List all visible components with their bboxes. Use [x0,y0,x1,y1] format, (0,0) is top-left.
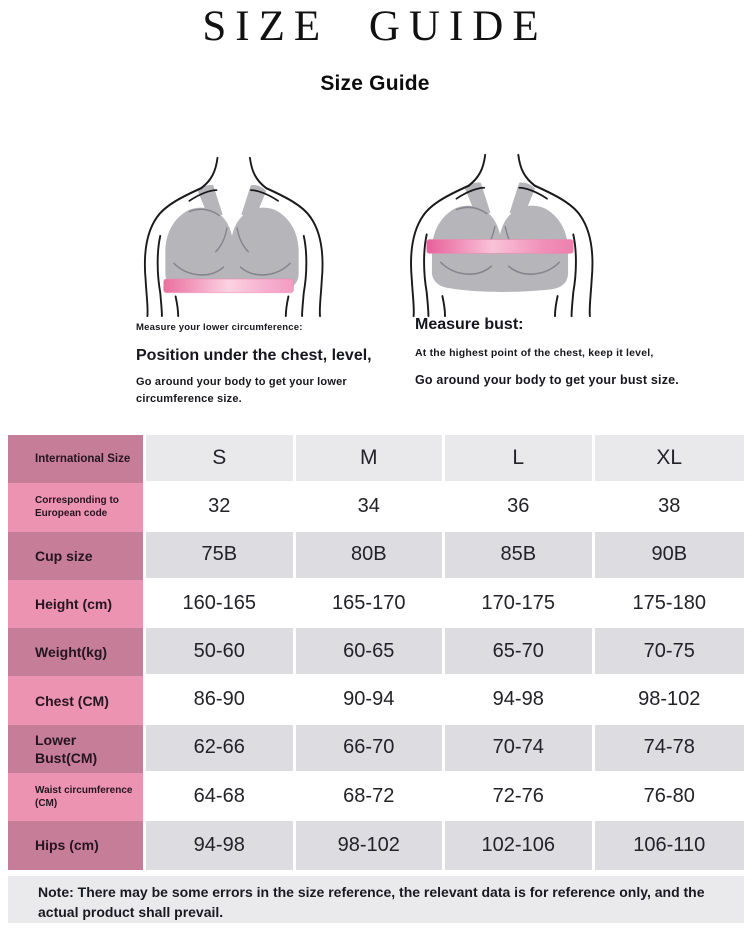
size-table-cell: 68-72 [295,773,445,822]
lower-circumference-detail: Go around your body to get your lower ci… [136,376,347,405]
size-table-cell: 70-75 [594,628,744,677]
size-table-cell: 160-165 [146,579,296,629]
size-note: Note: There may be some errors in the si… [8,876,744,923]
size-table-row-label: Weight(kg) [8,628,146,677]
size-table-cell: 85B [445,531,595,580]
size-table-cell: 74-78 [594,724,744,774]
size-table-cell: 34 [295,483,445,532]
size-table-cell: 102-106 [445,821,595,870]
size-table-cell: 65-70 [445,628,595,677]
bra-underband-measure-illustration [143,156,324,318]
size-table-cell: 75B [146,531,296,580]
size-table-row-label: Waist circumference (CM) [8,773,146,822]
size-table-cell: 66-70 [295,724,445,774]
size-table-cell: 98-102 [295,821,445,870]
lower-circumference-figure [138,154,326,318]
lower-circumference-instructions: Measure your lower circumference: Positi… [136,322,381,407]
size-table-cell: 175-180 [594,579,744,629]
lower-circumference-intro: Measure your lower circumference: [136,322,303,333]
size-table-cell: 72-76 [445,773,595,822]
size-table-cell: L [445,435,595,484]
size-table-cell: XL [594,435,744,484]
size-table-row-label: Corresponding to European code [8,483,146,532]
size-table-cell: 98-102 [594,676,744,725]
size-table-cell: 94-98 [146,821,296,870]
size-note-text: Note: There may be some errors in the si… [38,884,705,921]
size-table-cell: 80B [295,531,445,580]
size-table-row-label: Lower Bust(CM) [8,724,146,774]
size-table-cell: 62-66 [146,724,296,774]
size-table-cell: S [146,435,296,484]
size-table-cell: 50-60 [146,628,296,677]
size-table-cell: 38 [594,483,744,532]
lower-circumference-heading: Position under the chest, level, [136,347,372,364]
bust-instructions: Measure bust: At the highest point of th… [415,316,680,387]
size-table-cell: 64-68 [146,773,296,822]
size-table-cell: 60-65 [295,628,445,677]
size-table-cell: 106-110 [594,821,744,870]
size-table-cell: 86-90 [146,676,296,725]
size-table-cell: M [295,435,445,484]
size-table-cell: 36 [445,483,595,532]
size-table-cell: 76-80 [594,773,744,822]
size-table-cell: 70-74 [445,724,595,774]
bust-detail: Go around your body to get your bust siz… [415,373,679,387]
page-subtitle: Size Guide [320,72,430,95]
size-table-cell: 90-94 [295,676,445,725]
bust-figure [404,151,596,318]
size-table-row-label: Chest (CM) [8,676,146,725]
size-table: International Size S M L XL Corresponding to … [8,435,744,870]
page-title: SIZE GUIDE [202,3,548,50]
size-table-cell: 90B [594,531,744,580]
size-table-row-label: Hips (cm) [8,821,146,870]
size-table-row-label: Height (cm) [8,579,146,629]
size-table-cell: 170-175 [445,579,595,629]
size-table-cell: 32 [146,483,296,532]
size-table-cell: 94-98 [445,676,595,725]
bra-bust-measure-illustration [410,153,594,318]
size-table-row-label: International Size [8,435,146,484]
size-table-cell: 165-170 [295,579,445,629]
size-table-row-label: Cup size [8,531,146,580]
bust-intro: At the highest point of the chest, keep … [415,347,654,359]
bust-heading: Measure bust: [415,316,524,333]
